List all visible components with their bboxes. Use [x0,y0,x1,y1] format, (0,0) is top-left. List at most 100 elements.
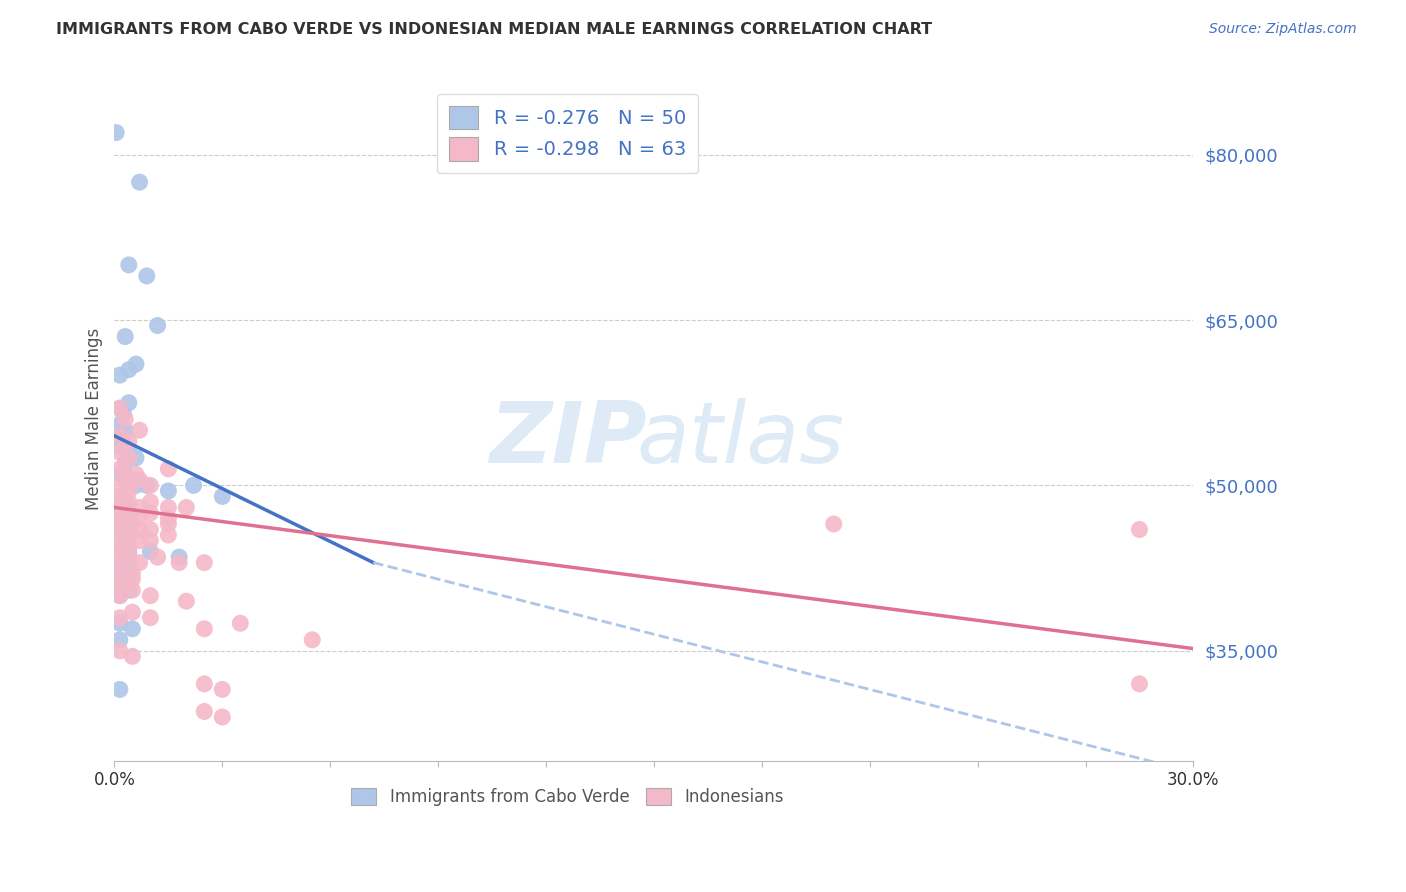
Point [108,500,131,515]
Point [229,616,252,631]
Point [118,495,141,509]
Point [157,516,180,531]
Point [125,450,148,465]
Point [112,434,135,449]
Point [118,434,141,449]
Point [108,511,131,525]
Point [118,506,141,520]
Point [108,368,131,383]
Point [112,407,135,421]
Point [108,566,131,581]
Point [118,550,141,565]
Point [135,478,157,492]
Point [167,556,190,570]
Point [121,649,143,664]
Point [108,577,131,591]
Point [193,705,215,719]
Point [157,500,180,515]
Point [139,589,162,603]
Point [108,589,131,603]
Point [108,401,131,416]
Point [118,445,141,459]
Point [121,572,143,586]
Point [118,258,141,272]
Point [108,533,131,548]
Point [211,490,233,504]
Point [118,528,141,542]
Point [157,462,180,476]
Point [167,550,190,565]
Point [139,533,162,548]
Point [1128,523,1150,537]
Point [121,622,143,636]
Point [105,126,128,140]
Point [118,566,141,581]
Point [135,268,157,283]
Point [108,490,131,504]
Point [128,500,150,515]
Point [211,710,233,724]
Point [108,539,131,553]
Point [118,539,141,553]
Point [301,632,323,647]
Text: IMMIGRANTS FROM CABO VERDE VS INDONESIAN MEDIAN MALE EARNINGS CORRELATION CHART: IMMIGRANTS FROM CABO VERDE VS INDONESIAN… [56,22,932,37]
Point [108,632,131,647]
Point [108,511,131,525]
Point [146,550,169,565]
Point [121,516,143,531]
Point [118,556,141,570]
Point [114,467,136,482]
Point [108,445,131,459]
Point [176,594,198,608]
Point [139,506,162,520]
Point [114,495,136,509]
Text: ZIP: ZIP [489,398,647,482]
Point [118,478,141,492]
Point [108,429,131,443]
Point [114,329,136,343]
Point [108,401,131,416]
Point [114,528,136,542]
Point [114,473,136,487]
Point [139,523,162,537]
Point [128,533,150,548]
Point [114,412,136,426]
Point [176,500,198,515]
Point [108,589,131,603]
Point [193,556,215,570]
Point [125,478,148,492]
Point [157,483,180,498]
Point [823,516,845,531]
Point [108,611,131,625]
Point [108,429,131,443]
Point [118,506,141,520]
Point [118,483,141,498]
Point [121,566,143,581]
Point [128,423,150,437]
Point [193,677,215,691]
Point [139,611,162,625]
Point [108,490,131,504]
Point [108,500,131,515]
Point [108,616,131,631]
Point [108,644,131,658]
Point [121,583,143,598]
Legend: Immigrants from Cabo Verde, Indonesians: Immigrants from Cabo Verde, Indonesians [343,780,792,814]
Point [121,605,143,619]
Point [108,440,131,454]
Point [108,462,131,476]
Point [128,473,150,487]
Text: Source: ZipAtlas.com: Source: ZipAtlas.com [1209,22,1357,37]
Point [108,556,131,570]
Point [108,467,131,482]
Y-axis label: Median Male Earnings: Median Male Earnings [86,328,103,510]
Point [118,362,141,376]
Point [125,357,148,371]
Point [183,478,205,492]
Point [108,523,131,537]
Point [128,523,150,537]
Point [139,478,162,492]
Point [108,544,131,558]
Point [157,528,180,542]
Point [157,511,180,525]
